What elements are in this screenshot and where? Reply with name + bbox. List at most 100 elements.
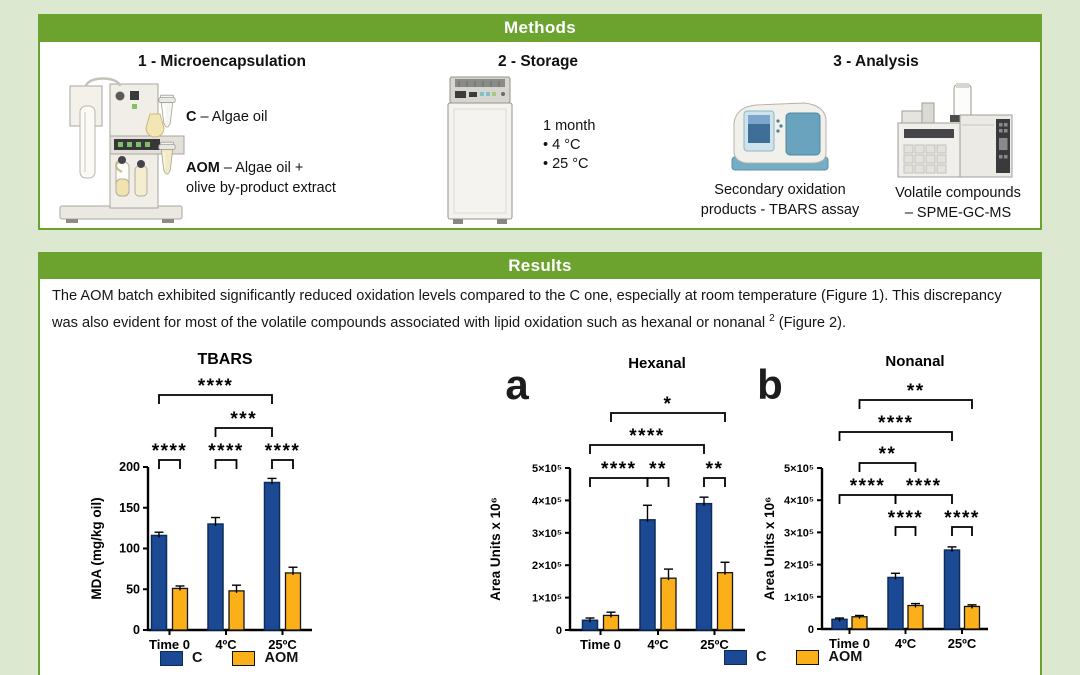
significance-stars: * (664, 394, 673, 415)
bar-C-0 (150, 534, 168, 631)
significance-stars: **** (265, 441, 301, 462)
significance-bracket (214, 459, 238, 469)
bar-C-1 (639, 519, 656, 631)
significance-bracket (646, 477, 670, 487)
y-tick-label: 200 (119, 460, 140, 474)
microtube-empty-icon (158, 94, 176, 128)
fridge-incubator-icon (447, 76, 513, 224)
x-tick-label: 25ºC (948, 636, 977, 651)
significance-bracket (858, 462, 917, 472)
significance-stars: *** (230, 409, 257, 430)
tbars-assay-caption: Secondary oxidation products - TBARS ass… (700, 182, 860, 218)
legend-swatch-C (724, 649, 747, 665)
step-title-microencapsulation: 1 - Microencapsulation (138, 53, 306, 70)
chart-title: Hexanal (628, 355, 686, 372)
panel-label: b (757, 361, 783, 408)
chart-nonanal: Nonanal b 0 1×10⁵ 2×10⁵ 3×10⁵ 4×10⁵ 5×10⁵ Area U… (757, 353, 988, 651)
x-tick-label: Time 0 (149, 637, 190, 652)
significance-bracket (271, 459, 294, 469)
spray-dryer-icon (59, 77, 185, 223)
y-axis-label: Area Units x 10⁶ (762, 497, 777, 601)
bar-AOM-1 (228, 590, 245, 631)
chart-title: TBARS (197, 351, 252, 368)
significance-bracket (703, 477, 726, 487)
significance-stars: **** (208, 441, 244, 462)
significance-bracket (158, 459, 181, 469)
legend-label-C: C (756, 649, 767, 665)
legend-swatch-AOM (796, 649, 820, 665)
spme-gc-ms-caption: Volatile compounds – SPME-GC-MS (895, 185, 1021, 221)
chart-title: Nonanal (885, 353, 944, 370)
results-header: Results (38, 252, 1042, 279)
methods-header-label: Methods (504, 18, 576, 37)
significance-stars: **** (152, 441, 188, 462)
sample-aom-label: AOM – Algae oil + olive by-product extra… (186, 160, 336, 196)
y-axis-label: MDA (mg/kg oil) (89, 497, 104, 599)
significance-stars: ** (907, 381, 925, 402)
volatiles-shared-legend: C AOM (724, 649, 862, 665)
significance-stars: **** (944, 508, 980, 529)
y-tick-label: 4×10⁵ (532, 495, 562, 507)
tbars-legend: C AOM (160, 650, 298, 666)
bar-C-2 (695, 502, 713, 631)
significance-bracket (951, 526, 973, 536)
x-tick-label: 25ºC (268, 637, 297, 652)
significance-stars: **** (198, 376, 234, 397)
bar-AOM-2 (716, 572, 734, 631)
results-header-label: Results (508, 255, 572, 275)
significance-stars: **** (906, 476, 942, 497)
significance-stars: **** (629, 426, 665, 447)
panel-label: a (505, 361, 529, 408)
y-tick-label: 1×10⁵ (784, 592, 814, 604)
chart-hexanal: Hexanal a 0 1×10⁵ 2×10⁵ 3×10⁵ 4×10⁵ 5×10⁵ Area U… (488, 355, 745, 652)
y-tick-label: 1×10⁵ (532, 593, 562, 605)
significance-stars: **** (888, 508, 924, 529)
bar-AOM-0 (602, 614, 620, 631)
significance-bracket (214, 427, 273, 437)
bar-C-2 (263, 481, 281, 631)
significance-bracket (589, 444, 705, 454)
legend-label-AOM: AOM (264, 650, 299, 666)
significance-bracket (894, 526, 917, 536)
y-tick-label: 5×10⁵ (532, 463, 562, 475)
significance-bracket (894, 494, 953, 504)
step-title-storage: 2 - Storage (497, 53, 579, 70)
y-tick-label: 3×10⁵ (532, 528, 562, 540)
x-tick-label: 4ºC (647, 637, 669, 652)
methods-body (38, 42, 1042, 230)
y-tick-label: 0 (133, 623, 140, 637)
significance-stars: **** (601, 459, 637, 480)
x-tick-label: 4ºC (215, 637, 237, 652)
bar-AOM-1 (907, 604, 924, 630)
x-tick-label: Time 0 (829, 636, 870, 651)
significance-bracket (158, 394, 273, 404)
chart-tbars: TBARS 0 50 100 150 200 MDA (mg/kg oil) Time 0 4º… (89, 351, 312, 652)
significance-stars: ** (879, 444, 897, 465)
y-axis-label: Area Units x 10⁶ (488, 497, 503, 601)
microtube-yellow-icon (158, 141, 176, 175)
y-tick-label: 0 (556, 625, 562, 637)
significance-stars: **** (850, 476, 886, 497)
significance-bracket (838, 431, 953, 441)
x-tick-label: Time 0 (580, 637, 621, 652)
methods-section: Methods 1 - Microencapsulation 2 - Stora… (38, 14, 1042, 230)
significance-stars: **** (878, 413, 914, 434)
results-body (38, 279, 1042, 675)
storage-conditions: 1 month • 4 °C • 25 °C (543, 118, 596, 172)
spectrophotometer-icon (731, 102, 829, 171)
y-tick-label: 100 (119, 542, 140, 556)
legend-label-C: C (192, 650, 203, 666)
y-tick-label: 4×10⁵ (784, 495, 814, 507)
significance-bracket (858, 399, 973, 409)
y-tick-label: 2×10⁵ (784, 560, 814, 572)
bar-C-1 (887, 576, 904, 630)
y-tick-label: 5×10⁵ (784, 463, 814, 475)
legend-label-AOM: AOM (828, 649, 863, 665)
sample-c-label: C – Algae oil (186, 109, 268, 125)
step-title-analysis: 3 - Analysis (833, 53, 919, 70)
y-tick-label: 50 (126, 582, 140, 596)
y-tick-label: 150 (119, 501, 140, 515)
y-tick-label: 2×10⁵ (532, 560, 562, 572)
gc-ms-icon (897, 83, 1013, 178)
